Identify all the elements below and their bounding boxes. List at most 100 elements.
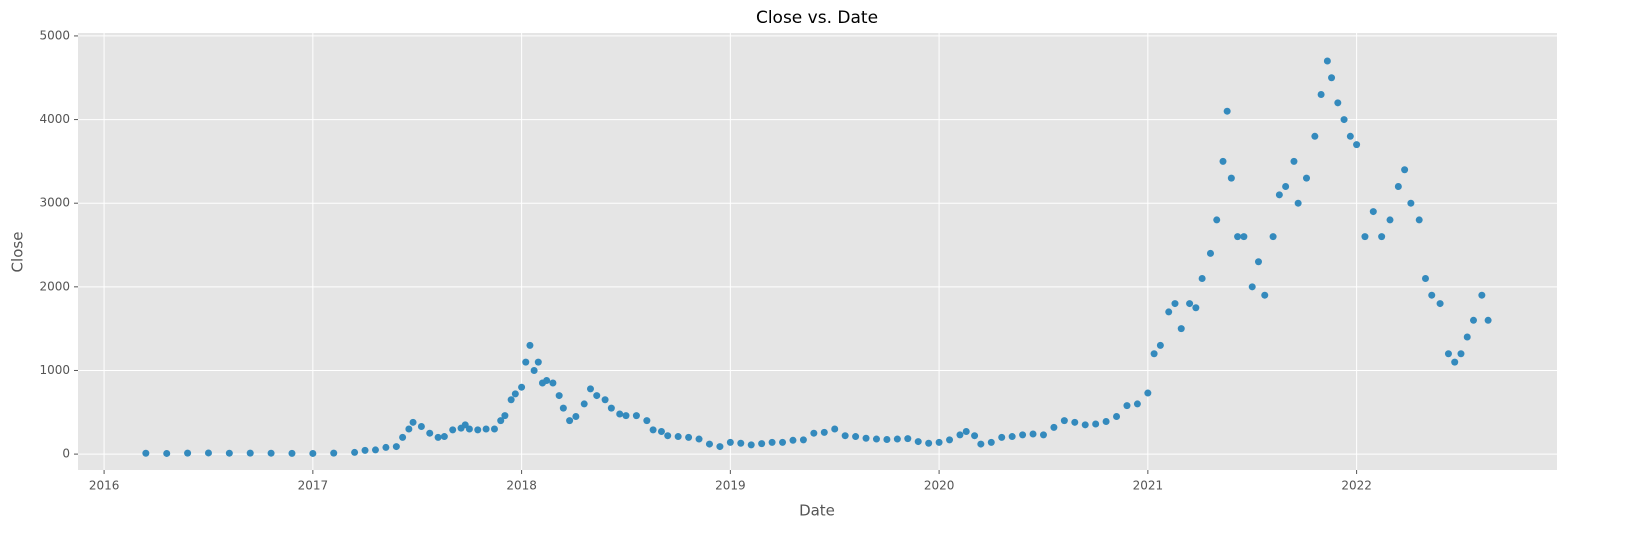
point bbox=[779, 438, 787, 446]
point bbox=[643, 417, 651, 425]
point bbox=[1401, 166, 1409, 174]
point bbox=[1019, 431, 1027, 439]
point bbox=[534, 358, 542, 366]
point bbox=[522, 358, 530, 366]
x-tick-label: 2018 bbox=[506, 479, 537, 493]
point bbox=[330, 449, 338, 457]
point bbox=[1290, 157, 1298, 165]
point bbox=[862, 434, 870, 442]
point bbox=[555, 392, 563, 400]
point bbox=[1407, 199, 1415, 207]
point bbox=[142, 449, 150, 457]
point bbox=[309, 449, 317, 457]
point bbox=[399, 433, 407, 441]
point bbox=[893, 435, 901, 443]
point bbox=[768, 438, 776, 446]
point bbox=[511, 390, 519, 398]
point bbox=[267, 449, 275, 457]
point bbox=[417, 423, 425, 431]
point bbox=[789, 436, 797, 444]
plot-area bbox=[78, 33, 1557, 470]
point bbox=[1008, 433, 1016, 441]
point bbox=[1323, 57, 1331, 65]
point bbox=[361, 446, 369, 454]
point bbox=[1436, 300, 1444, 308]
point bbox=[586, 385, 594, 393]
point bbox=[1206, 249, 1214, 257]
point bbox=[1198, 274, 1206, 282]
point bbox=[246, 449, 254, 457]
point bbox=[810, 429, 818, 437]
point bbox=[1484, 316, 1492, 324]
point bbox=[820, 428, 828, 436]
point bbox=[872, 435, 880, 443]
point bbox=[1444, 350, 1452, 358]
point bbox=[559, 404, 567, 412]
point bbox=[1457, 350, 1465, 358]
point bbox=[1311, 132, 1319, 140]
point bbox=[1317, 90, 1325, 98]
point bbox=[526, 341, 534, 349]
point bbox=[543, 377, 551, 385]
point bbox=[914, 438, 922, 446]
point bbox=[831, 425, 839, 433]
point bbox=[1248, 283, 1256, 291]
point bbox=[1156, 341, 1164, 349]
point bbox=[497, 417, 505, 425]
point bbox=[852, 433, 860, 441]
point bbox=[426, 429, 434, 437]
x-tick-label: 2019 bbox=[715, 479, 746, 493]
point bbox=[935, 438, 943, 446]
point bbox=[1227, 174, 1235, 182]
point bbox=[737, 439, 745, 447]
y-tick-label: 3000 bbox=[39, 196, 70, 210]
point bbox=[392, 443, 400, 451]
chart-title: Close vs. Date bbox=[756, 8, 878, 28]
point bbox=[685, 433, 693, 441]
point bbox=[946, 436, 954, 444]
point bbox=[1394, 182, 1402, 190]
point bbox=[1165, 308, 1173, 316]
point bbox=[163, 449, 171, 457]
point bbox=[799, 436, 807, 444]
point bbox=[1240, 233, 1248, 241]
point bbox=[1463, 333, 1471, 341]
y-tick-label: 4000 bbox=[39, 112, 70, 126]
point bbox=[1102, 417, 1110, 425]
x-tick-label: 2021 bbox=[1133, 479, 1164, 493]
point bbox=[616, 410, 624, 418]
point bbox=[841, 432, 849, 440]
point bbox=[1192, 304, 1200, 312]
point bbox=[632, 412, 640, 420]
point bbox=[549, 379, 557, 387]
point bbox=[518, 383, 526, 391]
y-tick-label: 1000 bbox=[39, 363, 70, 377]
point bbox=[883, 435, 891, 443]
point bbox=[956, 431, 964, 439]
point bbox=[747, 441, 755, 449]
point bbox=[1346, 132, 1354, 140]
point bbox=[601, 396, 609, 404]
point bbox=[1150, 350, 1158, 358]
point bbox=[987, 438, 995, 446]
point bbox=[695, 435, 703, 443]
point bbox=[1029, 430, 1037, 438]
point bbox=[971, 432, 979, 440]
point bbox=[1275, 191, 1283, 199]
y-axis-label: Close bbox=[9, 232, 27, 273]
point bbox=[1261, 291, 1269, 299]
point bbox=[1213, 216, 1221, 224]
point bbox=[490, 425, 498, 433]
point bbox=[1415, 216, 1423, 224]
point bbox=[1302, 174, 1310, 182]
point bbox=[405, 425, 413, 433]
point bbox=[1171, 300, 1179, 308]
point bbox=[998, 433, 1006, 441]
point bbox=[758, 440, 766, 448]
point bbox=[1092, 420, 1100, 428]
point bbox=[409, 418, 417, 426]
point bbox=[904, 435, 912, 443]
point bbox=[440, 433, 448, 441]
point bbox=[674, 433, 682, 441]
point bbox=[449, 426, 457, 434]
